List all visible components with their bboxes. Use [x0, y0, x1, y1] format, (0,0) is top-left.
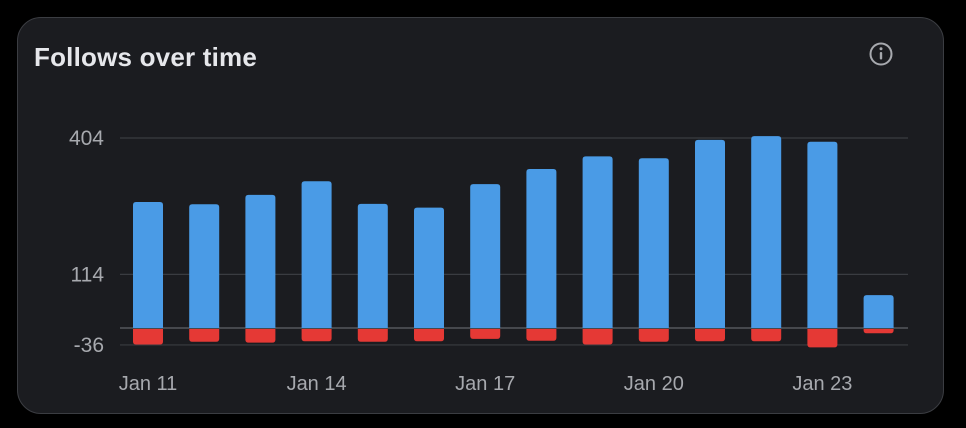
- x-tick-label: Jan 23: [792, 373, 852, 395]
- follows-bar: [526, 169, 557, 328]
- unfollows-bar: [695, 329, 725, 342]
- unfollows-bar: [470, 329, 501, 339]
- unfollows-bar: [357, 329, 388, 342]
- unfollows-bar: [189, 329, 220, 342]
- info-icon[interactable]: [868, 41, 894, 67]
- unfollows-bar: [807, 329, 838, 348]
- follows-bar: [301, 181, 332, 328]
- follows-bar: [414, 207, 444, 328]
- y-tick-label: -36: [74, 334, 104, 357]
- unfollows-bar: [863, 329, 894, 334]
- follows-bar: [807, 141, 838, 328]
- unfollows-bar: [133, 329, 163, 345]
- follows-bar: [695, 139, 725, 328]
- follows-bar: [582, 156, 613, 328]
- unfollows-bar: [751, 329, 782, 342]
- x-tick-label: Jan 17: [455, 373, 515, 395]
- y-tick-label: 404: [69, 127, 104, 150]
- follows-bar: [751, 136, 782, 328]
- x-tick-label: Jan 20: [624, 373, 684, 395]
- unfollows-bar: [301, 329, 332, 342]
- unfollows-bar: [526, 329, 557, 341]
- follows-bar: [638, 158, 669, 328]
- unfollows-bar: [582, 329, 613, 345]
- unfollows-bar: [245, 329, 276, 343]
- follows-bar: [245, 194, 276, 328]
- follows-bar: [470, 184, 501, 328]
- x-tick-label: Jan 14: [287, 373, 347, 395]
- follows-bar: [133, 201, 163, 328]
- chart-title: Follows over time: [34, 42, 258, 72]
- unfollows-bar: [638, 329, 669, 342]
- y-tick-label: 114: [71, 263, 105, 286]
- unfollows-bar: [414, 329, 444, 342]
- follows-bar: [357, 203, 388, 328]
- follows-bar: [189, 204, 220, 328]
- x-tick-label: Jan 11: [119, 373, 178, 395]
- follows-bar: [863, 295, 894, 328]
